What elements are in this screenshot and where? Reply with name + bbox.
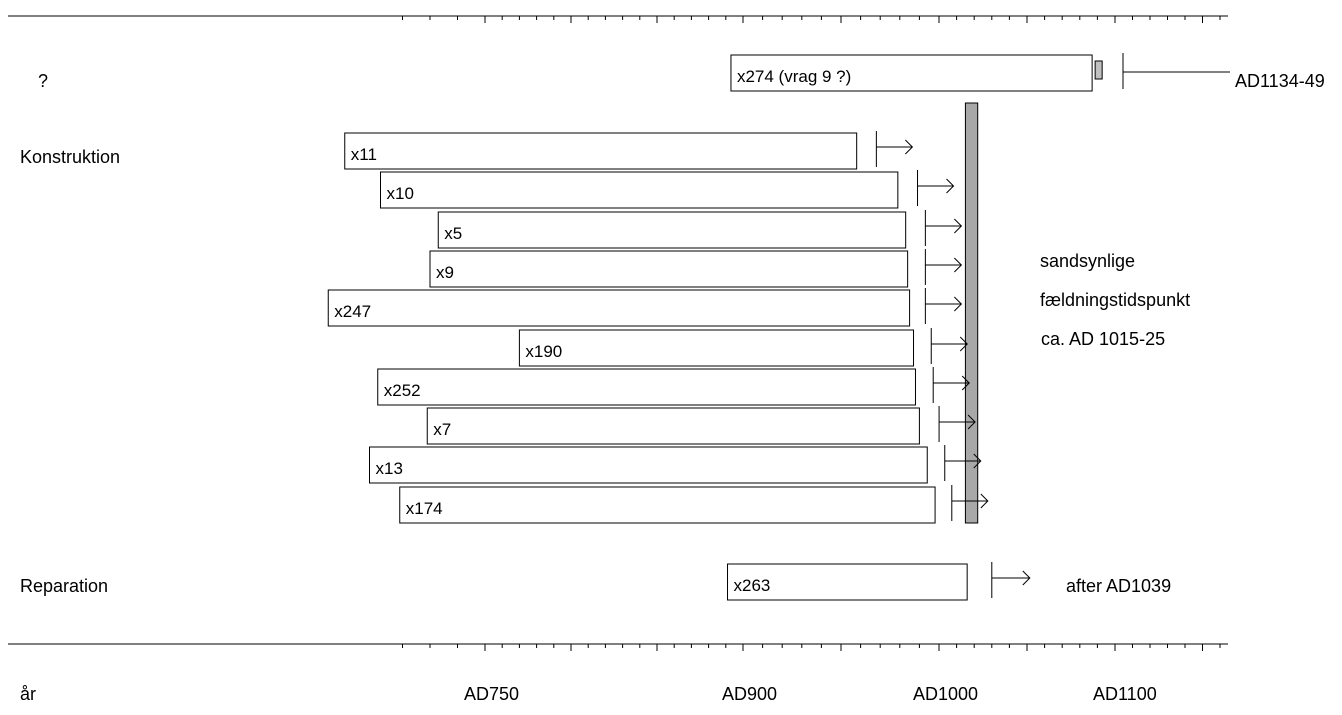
sapwood-x274 — [1094, 60, 1103, 80]
arrow-head-x11 — [905, 139, 914, 155]
sample-bar-x9 — [429, 250, 909, 288]
felling-band — [964, 102, 979, 524]
arrow-head-x9 — [954, 257, 963, 273]
sample-label-x13: x13 — [376, 459, 403, 478]
group-label-unknown: ? — [38, 71, 48, 91]
arrow-head-x263 — [1022, 570, 1031, 586]
sample-bar-x263 — [727, 563, 968, 601]
x-tick-label-ad1100: AD1100 — [1093, 684, 1157, 704]
sample-label-x252: x252 — [384, 381, 421, 400]
sample-x10: x10 — [380, 170, 955, 209]
group-label-reparation: Reparation — [20, 576, 108, 596]
sample-x9: x9 — [429, 249, 963, 288]
sample-label-x263: x263 — [734, 576, 771, 595]
arrow-head-x190 — [959, 336, 968, 352]
sample-label-x174: x174 — [406, 499, 443, 518]
arrow-head-x10 — [946, 178, 955, 194]
sample-x274: x274 (vrag 9 ?) — [730, 53, 1230, 92]
arrow-head-x13 — [973, 453, 982, 469]
sample-bar-x11 — [344, 132, 858, 170]
sample-bar-x252 — [377, 368, 916, 406]
sample-bar-x274 — [730, 54, 1093, 92]
bars-layer: x274 (vrag 9 ?) x11 x10 x5 x9 x247 x190 x252 x7 x… — [327, 53, 1230, 601]
group-label-konstruktion: Konstruktion — [20, 147, 120, 167]
arrow-head-x5 — [954, 218, 963, 234]
x263-after-label: after AD1039 — [1066, 576, 1171, 596]
axes-layer — [8, 15, 1228, 651]
sample-x263: x263 — [727, 562, 1031, 601]
text-layer: ? Konstruktion Reparation år AD750 AD900… — [20, 71, 1325, 704]
sample-bar-x190 — [518, 329, 915, 367]
sample-x13: x13 — [369, 445, 982, 484]
sample-x247: x247 — [327, 288, 963, 327]
x-tick-label-ad750: AD750 — [464, 684, 519, 704]
sample-bar-x5 — [437, 211, 907, 249]
arrow-head-x174 — [980, 493, 989, 509]
felling-annotation-line-3: ca. AD 1015-25 — [1041, 329, 1165, 349]
sample-x7: x7 — [426, 406, 976, 445]
sample-bar-x174 — [399, 486, 936, 524]
sample-label-x190: x190 — [525, 342, 562, 361]
arrow-head-x7 — [967, 414, 976, 430]
sample-label-x5: x5 — [444, 224, 462, 243]
sample-bar-x247 — [327, 289, 911, 327]
sample-label-x247: x247 — [334, 302, 371, 321]
felling-annotation-line-2: fældningstidspunkt — [1040, 290, 1190, 310]
sample-x11: x11 — [344, 131, 914, 170]
x-axis-label: år — [20, 684, 36, 704]
sample-label-x7: x7 — [433, 420, 451, 439]
sample-x252: x252 — [377, 367, 970, 406]
sample-x174: x174 — [399, 485, 989, 524]
sample-label-x9: x9 — [436, 263, 454, 282]
x-tick-label-ad900: AD900 — [722, 684, 777, 704]
x274-felling-label: AD1134-49 — [1235, 71, 1325, 91]
sample-bar-x13 — [369, 446, 928, 484]
sample-label-x274: x274 (vrag 9 ?) — [737, 67, 851, 86]
sample-x190: x190 — [518, 328, 968, 367]
arrow-head-x247 — [954, 296, 963, 312]
sample-bar-x10 — [380, 171, 899, 209]
sample-label-x11: x11 — [351, 145, 377, 164]
x-tick-label-ad1000: AD1000 — [913, 684, 978, 704]
felling-annotation-line-1: sandsynlige — [1040, 251, 1135, 271]
sample-bar-x7 — [426, 407, 920, 445]
arrow-head-x252 — [961, 375, 970, 391]
sample-label-x10: x10 — [387, 184, 414, 203]
sample-x5: x5 — [437, 210, 963, 249]
